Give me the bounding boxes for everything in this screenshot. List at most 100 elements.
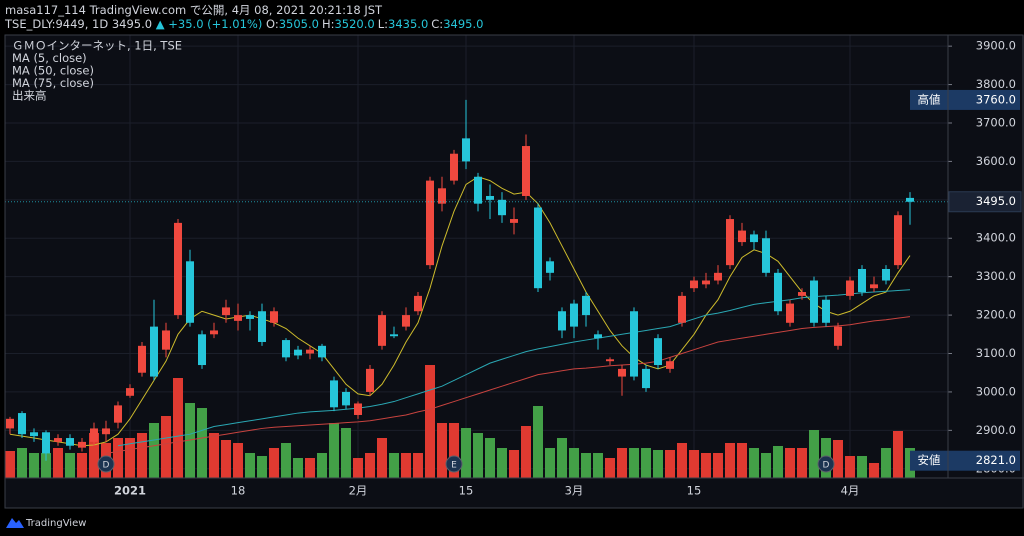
candle-body: [342, 391, 350, 406]
volume-bar: [461, 428, 471, 478]
brand-name: TradingView: [25, 518, 86, 529]
volume-bar: [341, 428, 351, 478]
volume-bar: [797, 448, 807, 478]
x-tick-label: 18: [231, 484, 246, 498]
volume-bar: [425, 365, 435, 478]
candle-body: [198, 334, 206, 366]
volume-bar: [449, 423, 459, 478]
ohlc-key: L:: [377, 17, 389, 31]
legend-entry: 出来高: [12, 89, 47, 103]
volume-bar: [377, 438, 387, 478]
volume-bar: [401, 453, 411, 478]
volume-bar: [725, 443, 735, 478]
volume-bar: [233, 443, 243, 478]
plot-background: [5, 35, 948, 478]
volume-bar: [221, 440, 231, 478]
candle-body: [402, 315, 410, 327]
candle-body: [810, 280, 818, 323]
candle-body: [582, 295, 590, 316]
brand: TradingView: [6, 518, 86, 529]
candle-body: [306, 349, 314, 354]
volume-bar: [53, 448, 63, 478]
volume-bar: [389, 453, 399, 478]
candle-body: [462, 138, 470, 162]
last-price-label: 3495.0: [976, 194, 1016, 208]
volume-bar: [689, 450, 699, 478]
candle-body: [114, 405, 122, 423]
ohlc-value: 3520.0: [334, 17, 375, 31]
legend-entry: MA (75, close): [12, 76, 94, 90]
x-axis-background: [5, 478, 1024, 508]
symbol: TSE_DLY:9449, 1D: [5, 17, 109, 31]
candle-body: [474, 176, 482, 204]
candle-body: [606, 359, 614, 362]
price-label-box: [910, 450, 1020, 471]
candle-body: [162, 330, 170, 350]
candle-body: [822, 299, 830, 323]
last: 3495.0: [111, 17, 153, 31]
volume-bar: [857, 456, 867, 478]
candle-body: [438, 188, 446, 204]
volume-bar: [617, 448, 627, 478]
ohlc-key: O:: [265, 17, 279, 31]
x-tick-label: 3月: [565, 484, 584, 498]
volume-bar: [749, 448, 759, 478]
candle-body: [798, 292, 806, 296]
candle-body: [222, 307, 230, 316]
volume-bar: [149, 423, 159, 478]
volume-bar: [185, 403, 195, 478]
candle-body: [642, 368, 650, 389]
volume-bar: [365, 453, 375, 478]
candle-body: [354, 403, 362, 415]
y-tick-label: 3200.0: [976, 308, 1016, 322]
volume-bar: [197, 408, 207, 478]
volume-bar: [89, 433, 99, 478]
volume-bar: [173, 378, 183, 478]
event-marker: [817, 455, 835, 473]
volume-bar: [257, 456, 267, 478]
volume-bar: [593, 453, 603, 478]
y-tick-label: 3900.0: [976, 39, 1016, 53]
volume-bar: [269, 448, 279, 478]
candle-body: [846, 280, 854, 296]
candle-body: [138, 345, 146, 373]
candle-body: [618, 368, 626, 377]
candle-body: [282, 340, 290, 358]
candle-body: [126, 388, 134, 396]
volume-bar: [125, 438, 135, 478]
candle-body: [186, 261, 194, 323]
volume-bar: [773, 446, 783, 478]
candle-body: [66, 438, 74, 446]
candle-body: [750, 234, 758, 243]
candle-body: [690, 280, 698, 289]
candle-body: [654, 338, 662, 366]
volume-bar: [353, 458, 363, 478]
volume-bar: [485, 438, 495, 478]
volume-bar: [209, 433, 219, 478]
volume-bar: [473, 433, 483, 478]
legend-entry: MA (50, close): [12, 64, 94, 78]
price-label-box: [910, 89, 1020, 110]
volume-bar: [665, 450, 675, 478]
event-label: D: [103, 461, 110, 471]
ohlc-key: C:: [431, 17, 444, 31]
candle-body: [294, 349, 302, 356]
brand-logo: [6, 518, 24, 528]
x-tick-label: 15: [687, 484, 702, 498]
price-label-value: 3760.0: [976, 92, 1016, 106]
event-label: D: [823, 461, 830, 471]
candle-body: [558, 311, 566, 331]
ma-line: [105, 316, 911, 454]
volume-bar: [629, 448, 639, 478]
volume-bar: [317, 453, 327, 478]
y-tick-label: 3600.0: [976, 154, 1016, 168]
y-tick-label: 3400.0: [976, 231, 1016, 245]
last-price-box: [948, 191, 1022, 213]
candle-body: [702, 280, 710, 285]
volume-bar: [293, 458, 303, 478]
volume-bar: [677, 443, 687, 478]
y-tick-label: 3100.0: [976, 346, 1016, 360]
candle-body: [762, 238, 770, 273]
price-label-name: 高値: [918, 92, 941, 106]
